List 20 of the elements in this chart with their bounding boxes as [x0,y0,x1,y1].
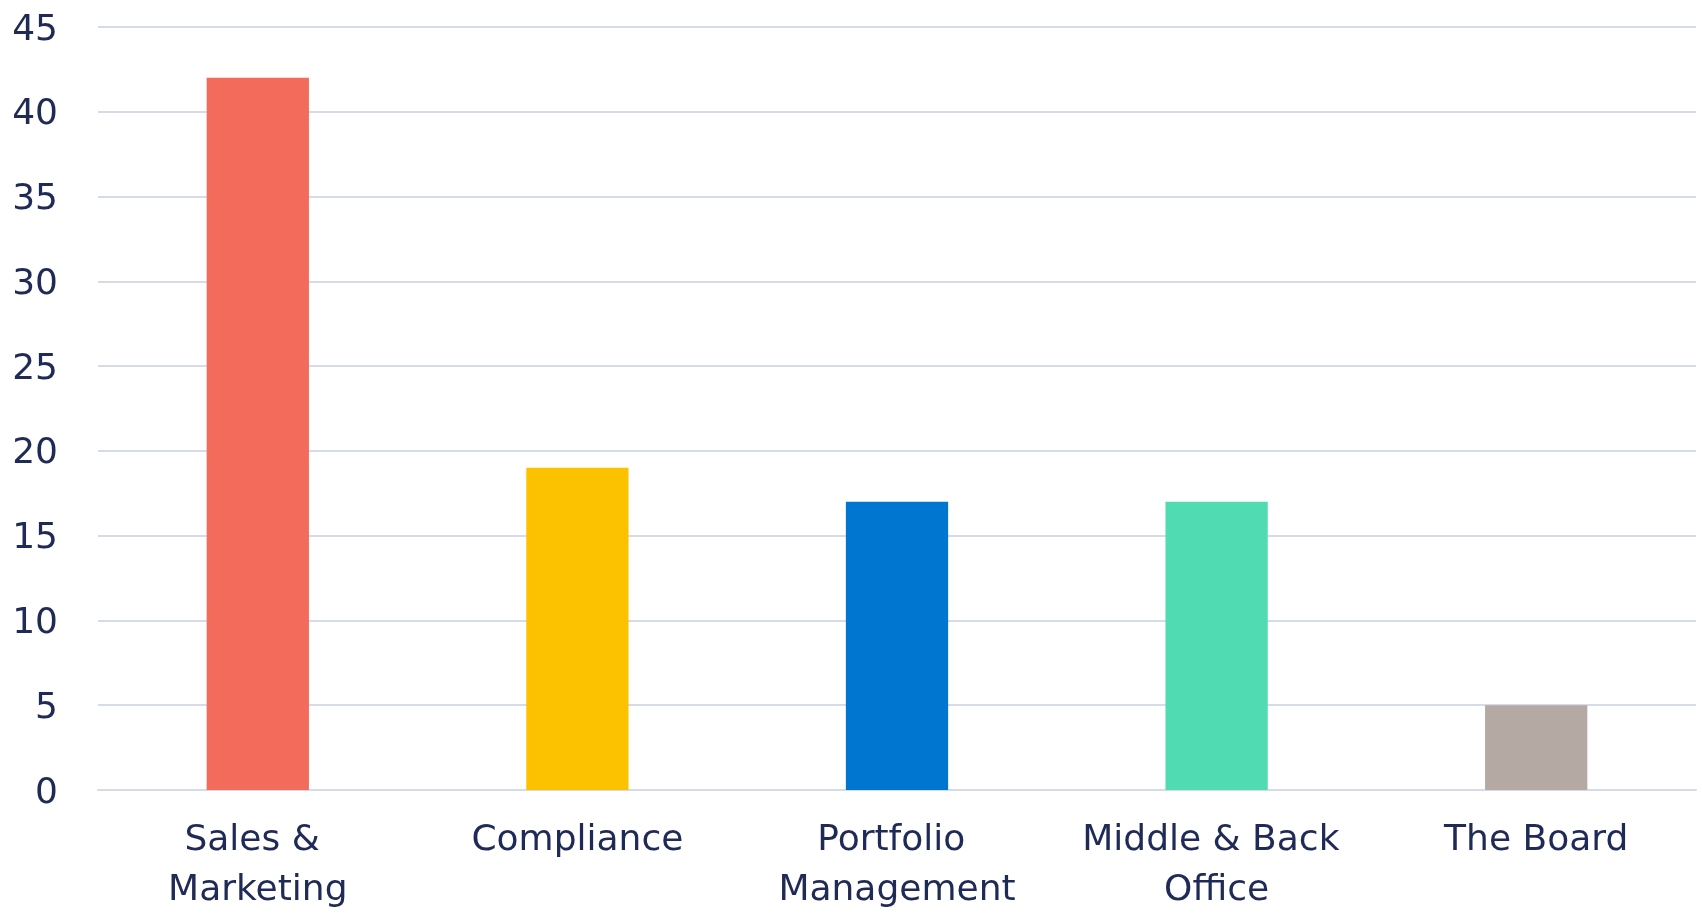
y-tick-label: 10 [12,599,58,641]
x-tick-label: Sales & Marketing [168,816,348,908]
bar [1165,501,1268,790]
bar [1485,705,1588,790]
x-tick-label: Compliance [471,816,684,858]
y-tick-label: 45 [12,6,58,48]
x-tick-label: Portfolio Management [778,816,1016,908]
y-tick-label: 5 [35,684,58,726]
y-tick-label: 40 [12,91,58,133]
x-tick-label: Middle & Back Office [1082,816,1351,908]
y-tick-label: 0 [35,769,58,811]
bar [526,467,629,790]
y-tick-label: 25 [12,345,58,387]
x-tick-label: The Board [1443,816,1629,858]
y-tick-label: 15 [12,515,58,557]
y-tick-label: 20 [12,430,58,472]
y-tick-label: 30 [12,260,58,302]
bar [845,501,949,790]
bar [206,77,309,790]
y-tick-label: 35 [12,176,58,218]
